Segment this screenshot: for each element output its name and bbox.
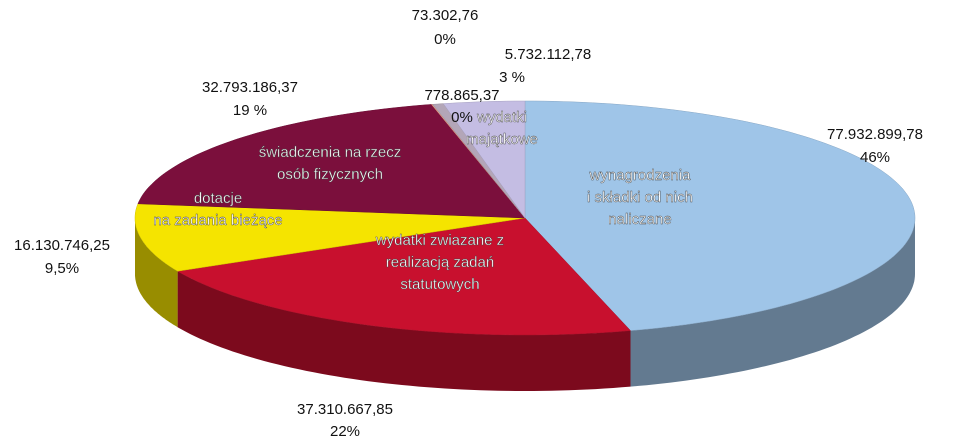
category-label: wydatki: [476, 109, 527, 126]
category-label: świadczenia na rzecz: [259, 144, 402, 161]
percentage-label: 22%: [330, 423, 360, 440]
slice: [442, 100, 526, 219]
value-label: 77.932.899,78: [827, 126, 923, 143]
category-label: dotacje: [194, 190, 242, 207]
percentage-label: 0%: [451, 109, 473, 126]
slice-side: [177, 271, 631, 391]
slice: [137, 104, 526, 219]
category-label: na zadania bieżące: [153, 212, 282, 229]
value-label: 778.865,37: [424, 87, 499, 104]
category-label: realizacją zadań: [386, 254, 494, 271]
percentage-label: 3 %: [499, 69, 525, 86]
slice: [134, 203, 526, 272]
category-label: statutowych: [400, 276, 479, 293]
pie-tops: [134, 100, 916, 336]
category-label: wydatki zwiazane z: [375, 232, 504, 249]
value-label: 73.302,76: [412, 7, 479, 24]
percentage-label: 9,5%: [45, 260, 79, 277]
percentage-label: 46%: [860, 149, 890, 166]
slice: [176, 217, 632, 336]
value-label: 32.793.186,37: [202, 79, 298, 96]
slice: [524, 100, 916, 331]
slice-side: [630, 218, 915, 387]
category-label: osób fizycznych: [277, 166, 383, 183]
percentage-label: 19 %: [233, 102, 267, 119]
category-label: wynagrodzenia: [589, 167, 692, 184]
value-label: 16.130.746,25: [14, 237, 110, 254]
category-label: naliczane: [608, 211, 671, 228]
percentage-label: 0%: [434, 31, 456, 48]
category-label: majątkowe: [466, 131, 538, 148]
value-label: 5.732.112,78: [505, 46, 591, 63]
value-label: 37.310.667,85: [297, 401, 393, 418]
category-label: i składki od nich: [587, 189, 693, 206]
